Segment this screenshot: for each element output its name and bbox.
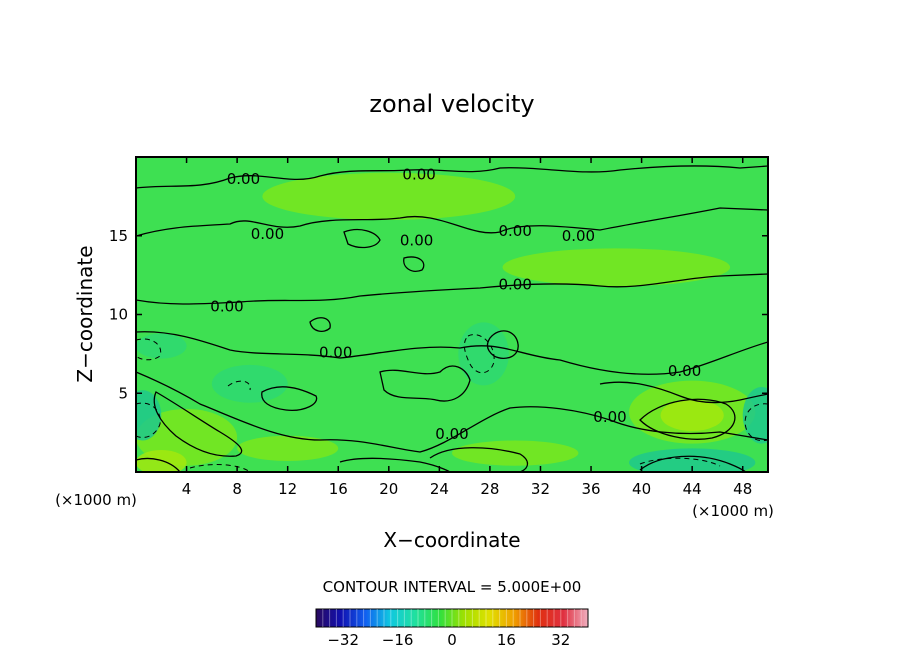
field-patch (742, 386, 768, 444)
colorbar-tick-label: 32 (551, 631, 570, 649)
contour-line (403, 256, 425, 272)
x-tick-label: 20 (379, 480, 398, 498)
field-patch (502, 248, 731, 287)
contour-label: 0.00 (668, 362, 701, 380)
x-tick-label: 36 (581, 480, 600, 498)
contour-label: 0.00 (210, 298, 243, 316)
colorbar-tick-label: −32 (327, 631, 359, 649)
contour-line-negative (639, 457, 721, 467)
contour-label: 0.00 (498, 276, 531, 294)
contour-line (343, 228, 381, 249)
contour-label: 0.00 (402, 165, 435, 183)
x-tick-label: 16 (329, 480, 348, 498)
contour-interval-text: CONTOUR INTERVAL = 5.000E+00 (323, 578, 582, 596)
colorbar-tick-label: 16 (497, 631, 516, 649)
x-tick-label: 8 (232, 480, 242, 498)
contour-label: 0.00 (593, 408, 626, 426)
contour-line (639, 455, 747, 472)
field-patch (458, 322, 509, 386)
x-unit-right: (×1000 m) (692, 502, 774, 520)
contour-label: 0.00 (227, 170, 260, 188)
x-unit-left: (×1000 m) (55, 491, 137, 509)
x-tick-label: 44 (683, 480, 702, 498)
colorbar-fill (315, 608, 589, 628)
field-patch (237, 435, 339, 461)
colorbar-stripes (322, 609, 582, 627)
contour-label: 0.00 (251, 225, 284, 243)
contour-line-negative (463, 334, 495, 374)
contour-line (136, 273, 768, 305)
contour-line (136, 331, 768, 375)
x-tick-label: 40 (632, 480, 651, 498)
y-axis-label: Z−coordinate (73, 245, 97, 382)
y-axis: 5 10 15 (109, 227, 768, 402)
contour-label: 0.00 (435, 425, 468, 443)
x-axis-label: X−coordinate (383, 528, 520, 552)
contour-line (136, 207, 768, 237)
x-tick-label: 24 (430, 480, 449, 498)
contour-line (261, 386, 318, 411)
plot-area: 0.00 0.00 0.00 0.00 0.00 0.00 0.00 0.00 0.00 0.00… (136, 157, 768, 472)
colorbar-tick-label: 0 (447, 631, 457, 649)
contour-line (136, 371, 768, 453)
field-patch (136, 390, 162, 441)
contour-label: 0.00 (400, 231, 433, 249)
contour-line-negative (136, 338, 162, 361)
contour-lines (136, 165, 768, 472)
x-axis: 4 8 12 16 20 24 28 32 36 40 44 48 (182, 157, 752, 498)
field-blobs (136, 172, 768, 472)
colorbar-ticks: −32 −16 0 16 32 (327, 631, 570, 649)
field-patch (262, 172, 516, 220)
y-tick-label: 5 (118, 384, 128, 402)
colorbar: −32 −16 0 16 32 (315, 608, 589, 649)
contour-line-negative (189, 464, 251, 472)
contour-line-negative (227, 380, 251, 391)
contour-labels: 0.00 0.00 0.00 0.00 0.00 0.00 0.00 0.00 0.00 0.00… (210, 165, 701, 443)
contour-label: 0.00 (319, 343, 352, 361)
field-patch (628, 448, 756, 472)
contour-line-negative (744, 403, 768, 442)
contour-line (136, 457, 181, 472)
contour-line (153, 391, 243, 457)
field-patch (136, 333, 187, 359)
negative-contours (136, 334, 768, 472)
contour-line (136, 165, 768, 189)
x-tick-label: 28 (480, 480, 499, 498)
contour-line (339, 457, 451, 472)
y-tick-label: 10 (109, 306, 128, 324)
contour-line (599, 381, 768, 404)
x-tick-label: 48 (733, 480, 752, 498)
contour-label: 0.00 (498, 222, 531, 240)
field-patch (211, 364, 288, 403)
x-tick-label: 4 (182, 480, 192, 498)
field-patch (660, 399, 724, 432)
contour-line (429, 447, 529, 472)
colorbar-tick-label: −16 (382, 631, 414, 649)
x-tick-label: 12 (278, 480, 297, 498)
contour-line-negative (136, 402, 161, 438)
contour-label: 0.00 (562, 227, 595, 245)
contour-line (639, 398, 736, 440)
contour-line (309, 317, 331, 333)
contour-line (486, 330, 519, 359)
y-tick-label: 15 (109, 227, 128, 245)
chart-title: zonal velocity (369, 90, 534, 118)
contour-line (379, 365, 471, 402)
x-tick-label: 32 (531, 480, 550, 498)
